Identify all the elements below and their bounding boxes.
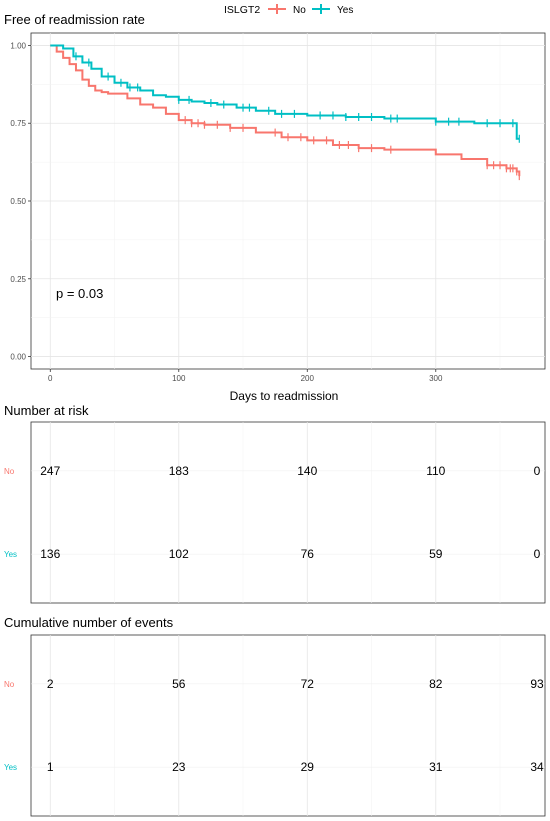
risk-table-cell: 76: [301, 547, 315, 561]
events-table-title: Cumulative number of events: [4, 615, 174, 630]
risk-table: Number at risk No 247 183 140 110 0 Yes 136 102 7…: [4, 403, 546, 604]
km-curve-yes: [50, 44, 520, 140]
events-table-cells: No 2 56 72 82 93 Yes 1 23 29 31 34: [4, 677, 544, 774]
km-x-tick-label: 300: [429, 374, 443, 383]
risk-table-cell: 183: [169, 464, 189, 478]
km-y-tick-label: 0.75: [10, 119, 26, 128]
km-grid: [31, 33, 545, 369]
km-y-tick-label: 1.00: [10, 41, 26, 50]
events-table-cell: 2: [47, 677, 54, 691]
km-x-axis-label: Days to readmission: [230, 389, 339, 403]
km-x-axis: 0100200300400: [48, 369, 443, 383]
km-y-axis: 0.00 0.25 0.50 0.75 1.00: [10, 41, 31, 362]
risk-table-cells: No 247 183 140 110 0 Yes 136 102 76 59 0: [4, 464, 541, 561]
risk-table-cell: 102: [169, 547, 189, 561]
events-table-cell: 29: [301, 760, 315, 774]
events-table-row-label-no: No: [4, 680, 15, 689]
km-y-tick-label: 0.00: [10, 353, 26, 362]
events-table-row-label-yes: Yes: [4, 763, 17, 772]
risk-table-title: Number at risk: [4, 403, 89, 418]
events-table-cell: 93: [530, 677, 544, 691]
p-value-annotation: p = 0.03: [56, 286, 103, 301]
km-x-tick-label: 100: [172, 374, 186, 383]
legend-title: ISLGT2: [224, 4, 260, 16]
events-table-cell: 82: [429, 677, 443, 691]
km-x-tick-label: 200: [301, 374, 315, 383]
legend-label-no: No: [293, 5, 306, 16]
events-table: Cumulative number of events No 2 56 72 82 93 Y…: [4, 615, 546, 817]
risk-table-cell: 247: [40, 464, 60, 478]
risk-table-cell: 59: [429, 547, 443, 561]
events-table-cell: 31: [429, 760, 443, 774]
km-panel: Free of readmission rate ISLGT2 No Yes 0…: [4, 4, 546, 403]
events-table-panel: [30, 634, 546, 817]
events-table-cell: 34: [530, 760, 544, 774]
events-table-cell: 23: [172, 760, 186, 774]
risk-table-row-label-no: No: [4, 467, 15, 476]
risk-table-cell: 140: [297, 464, 317, 478]
km-y-tick-label: 0.25: [10, 275, 26, 284]
events-table-grid: [31, 635, 545, 816]
risk-table-cell: 0: [534, 464, 541, 478]
events-table-cell: 72: [301, 677, 315, 691]
km-curves: [50, 44, 521, 181]
risk-table-cell: 136: [40, 547, 60, 561]
legend: ISLGT2 No Yes: [224, 4, 353, 16]
km-y-tick-label: 0.50: [10, 197, 26, 206]
risk-table-panel: [30, 421, 546, 604]
risk-table-cell: 110: [426, 464, 445, 478]
legend-label-yes: Yes: [337, 5, 353, 16]
risk-table-cell: 0: [534, 547, 541, 561]
events-table-cell: 1: [47, 760, 54, 774]
risk-table-grid: [31, 422, 545, 603]
km-title: Free of readmission rate: [4, 12, 145, 27]
risk-table-row-label-yes: Yes: [4, 550, 17, 559]
events-table-cell: 56: [172, 677, 186, 691]
km-x-tick-label: 0: [48, 374, 53, 383]
